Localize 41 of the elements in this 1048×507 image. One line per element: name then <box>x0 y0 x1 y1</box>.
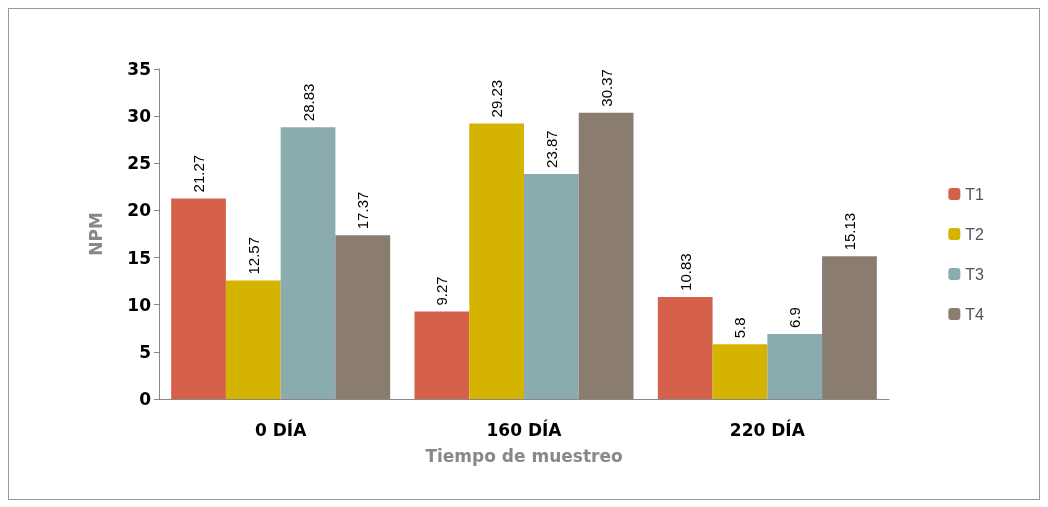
data-label: 12.57 <box>244 236 262 275</box>
data-label: 9.27 <box>433 276 451 306</box>
bar <box>171 198 226 399</box>
legend-label: T3 <box>965 265 985 283</box>
y-tick-label: 30 <box>127 106 152 127</box>
data-label: 17.37 <box>354 191 372 230</box>
y-tick-label: 0 <box>139 389 152 409</box>
legend-label: T2 <box>965 225 985 243</box>
x-axis-title: Tiempo de muestreo <box>425 445 623 466</box>
y-tick-label: 15 <box>127 247 151 268</box>
bar <box>335 235 391 399</box>
data-label: 5.8 <box>731 317 749 339</box>
data-label: 30.37 <box>597 69 615 107</box>
bar <box>524 173 579 399</box>
bar <box>578 112 634 399</box>
bar <box>225 280 281 399</box>
data-label: 28.83 <box>299 83 317 122</box>
x-tick-label: 0 DÍA <box>254 418 308 440</box>
bar <box>414 311 470 399</box>
legend-label: T1 <box>965 185 985 203</box>
legend-label: T4 <box>965 305 985 323</box>
data-label: 23.87 <box>542 130 560 168</box>
data-label: 10.83 <box>676 253 694 291</box>
x-tick-label: 160 DÍA <box>486 418 563 440</box>
bar <box>712 344 768 399</box>
data-label: 29.23 <box>488 79 506 118</box>
bar <box>469 123 524 399</box>
data-label: 21.27 <box>190 154 208 193</box>
y-tick-label: 5 <box>139 341 151 362</box>
bar <box>280 127 336 399</box>
y-tick-label: 10 <box>127 294 152 315</box>
y-axis-title: NPM <box>85 212 106 256</box>
bar <box>767 333 823 399</box>
y-tick-label: 20 <box>127 200 152 221</box>
bar <box>822 256 877 399</box>
bar <box>657 296 713 399</box>
x-tick-label: 220 DÍA <box>729 418 806 440</box>
y-tick-label: 35 <box>127 59 151 79</box>
y-tick-label: 25 <box>127 153 151 174</box>
data-label: 15.13 <box>840 212 858 251</box>
data-label: 6.9 <box>786 307 804 328</box>
